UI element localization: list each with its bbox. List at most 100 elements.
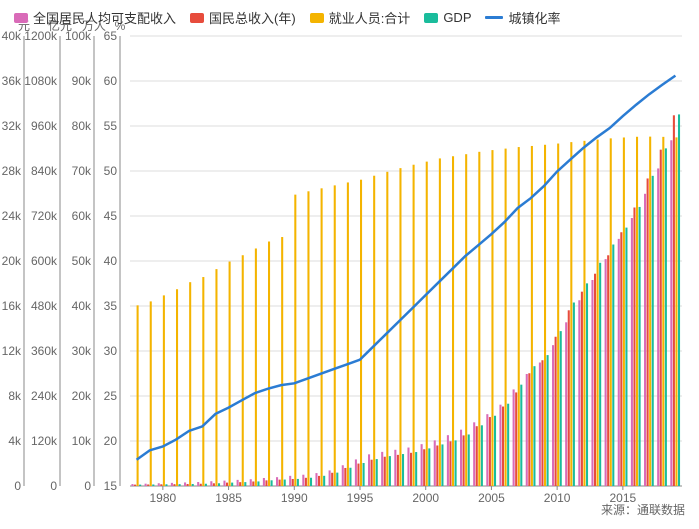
bar-gdp [468,434,470,486]
bar-gni [173,484,175,486]
bar-income [145,484,147,486]
y-tick-label: 50 [104,164,118,178]
bar-gdp [652,176,654,486]
y-tick-label: 40k [2,29,22,43]
bar-gni [279,480,281,486]
y-tick-label: 25 [104,389,118,403]
bar-income [407,448,409,486]
x-tick-label: 2000 [412,491,439,505]
bar-gdp [507,404,509,486]
bar-employ [623,137,625,486]
y-tick-label: 60k [72,209,92,223]
y-tick-label: 20k [2,254,22,268]
bar-employ [636,137,638,486]
bar-gdp [179,484,181,486]
y-tick-label: 8k [8,389,22,403]
bar-gni [226,483,228,486]
bar-gdp [665,148,667,486]
bar-gdp [218,483,220,486]
bar-income [131,484,133,486]
bar-income [578,300,580,486]
bar-employ [465,154,467,486]
bar-gni [344,468,346,486]
bar-gni [318,476,320,486]
bar-employ [229,262,231,486]
bar-employ [491,150,493,486]
bar-income [171,483,173,486]
bar-employ [649,137,651,486]
bar-employ [242,255,244,486]
bar-gni [607,255,609,486]
bar-employ [294,195,296,486]
bar-gni [292,479,294,486]
bar-income [237,480,239,486]
bar-employ [321,188,323,486]
y-tick-label: 840k [31,164,58,178]
bar-employ [347,182,349,486]
bar-gdp [625,228,627,486]
bar-employ [570,142,572,486]
y-tick-label: 360k [31,344,58,358]
y-tick-label: 32k [2,119,22,133]
bar-income [223,481,225,486]
bar-gdp [363,463,365,486]
y-tick-label: 24k [2,209,22,223]
legend-label: GDP [443,10,471,25]
bar-income [434,440,436,486]
y-tick-label: 70k [72,164,92,178]
x-tick-label: 1990 [281,491,308,505]
bar-gdp [547,355,549,486]
x-tick-label: 1980 [150,491,177,505]
bar-gni [555,337,557,486]
y-tick-label: 50k [72,254,92,268]
legend-label: 国民总收入(年) [209,8,296,27]
bar-income [657,168,659,486]
bar-gdp [389,456,391,486]
bar-gdp [139,485,141,486]
bar-employ [373,176,375,486]
bar-gdp [481,425,483,486]
bar-gni [463,435,465,486]
x-tick-label: 2005 [478,491,505,505]
bar-income [289,476,291,486]
y-tick-label: 16k [2,299,22,313]
bar-income [552,345,554,486]
bar-gdp [349,468,351,486]
legend-swatch [14,13,28,23]
bar-income [342,465,344,486]
bar-gdp [560,331,562,486]
bar-gni [581,292,583,486]
bar-income [355,459,357,486]
bar-gdp [678,114,680,486]
bar-gni [647,178,649,486]
bar-gni [357,464,359,486]
legend-item-4: 城镇化率 [485,8,560,27]
bar-gdp [455,440,457,486]
y-tick-label: 0 [14,479,21,493]
legend-swatch [190,13,204,23]
bar-gni [660,150,662,486]
bar-gdp [402,454,404,486]
bar-employ [189,282,191,486]
bar-gni [568,310,570,486]
bar-employ [281,237,283,486]
bar-gdp [441,444,443,486]
bar-income [250,479,252,486]
bar-income [158,483,160,486]
bar-gni [620,232,622,486]
bar-income [276,477,278,486]
bar-gdp [376,459,378,486]
bar-gni [449,441,451,486]
y-tick-label: 120k [31,434,58,448]
y-tick-label: 0 [84,479,91,493]
bar-income [591,280,593,486]
x-tick-label: 1985 [215,491,242,505]
y-tick-label: 12k [2,344,22,358]
y-tick-label: 55 [104,119,118,133]
bar-income [302,475,304,486]
bar-gdp [336,473,338,486]
bar-gni [423,449,425,486]
bar-income [447,435,449,486]
y-tick-label: 480k [31,299,58,313]
bar-gdp [415,452,417,486]
